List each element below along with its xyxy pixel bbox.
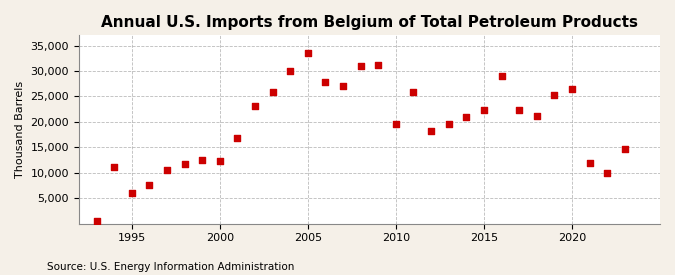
Point [179,161,190,166]
Title: Annual U.S. Imports from Belgium of Total Petroleum Products: Annual U.S. Imports from Belgium of Tota… [101,15,638,30]
Point [91,219,102,223]
Point [285,69,296,73]
Point [373,63,383,68]
Point [443,122,454,126]
Point [620,147,630,151]
Text: Source: U.S. Energy Information Administration: Source: U.S. Energy Information Administ… [47,262,294,272]
Point [426,128,437,133]
Point [549,93,560,97]
Point [408,90,419,94]
Point [302,51,313,55]
Point [320,79,331,84]
Point [461,115,472,120]
Point [267,90,278,95]
Point [197,158,208,162]
Point [566,87,577,91]
Point [109,164,119,169]
Point [514,108,524,112]
Point [496,74,507,78]
Point [144,182,155,187]
Point [584,161,595,165]
Point [355,64,366,68]
Point [215,159,225,163]
Point [338,84,348,88]
Point [602,171,613,175]
Point [479,108,489,112]
Point [232,136,243,140]
Point [390,122,401,126]
Y-axis label: Thousand Barrels: Thousand Barrels [15,81,25,178]
Point [250,104,261,108]
Point [161,167,172,172]
Point [126,191,137,195]
Point [531,114,542,119]
